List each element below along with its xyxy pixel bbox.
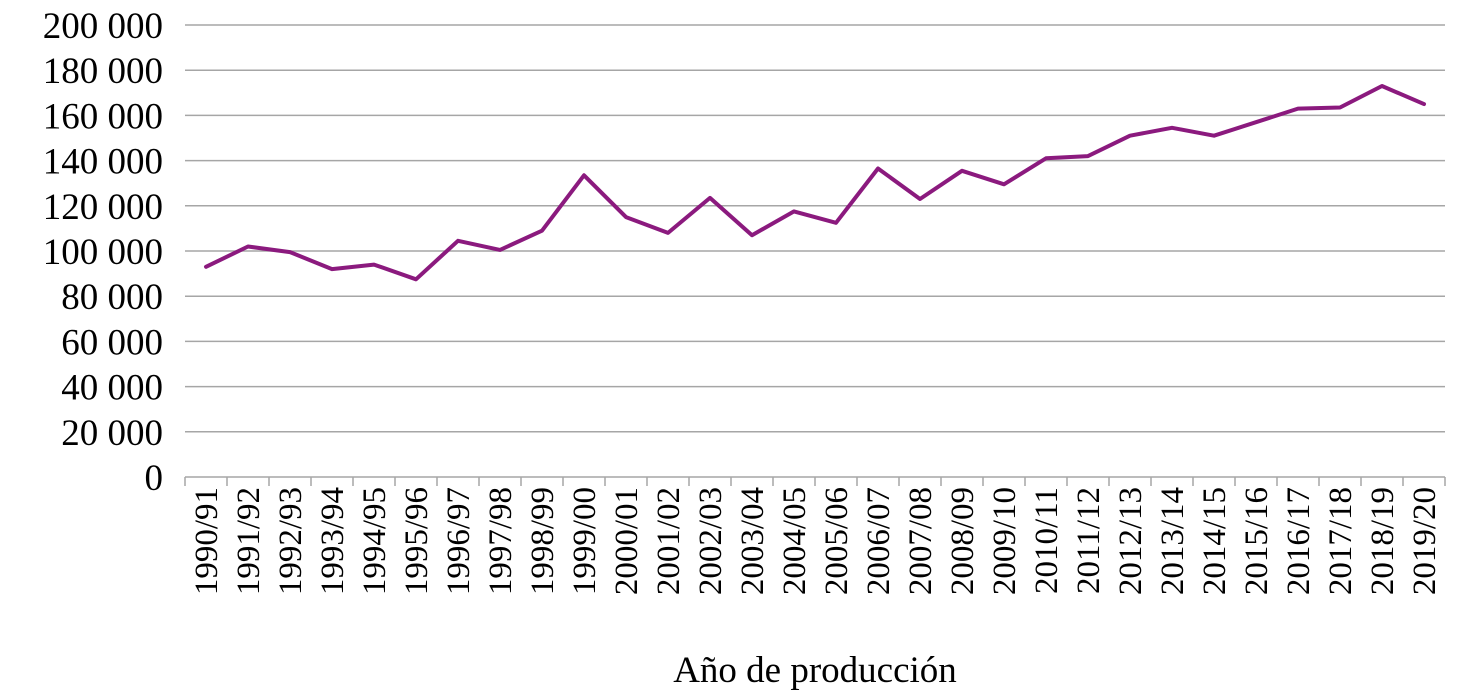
x-tick-label: 1998/99	[525, 487, 561, 595]
y-tick-label: 140 000	[43, 142, 163, 183]
x-tick-label: 1997/98	[483, 487, 519, 595]
y-tick-label: 20 000	[61, 413, 163, 454]
x-axis-tick-labels: 1990/91 1991/92 1992/93 1993/94 1994/95 1995/…	[189, 487, 1443, 595]
y-tick-label: 200 000	[43, 6, 163, 47]
x-tick-label: 2008/09	[945, 487, 981, 595]
x-tick-label: 2007/08	[903, 487, 939, 595]
x-axis-title: Año de producción	[673, 650, 957, 691]
x-tick-label: 2005/06	[819, 487, 855, 595]
x-tick-label: 2006/07	[861, 487, 897, 595]
x-tick-label: 2015/16	[1239, 487, 1275, 595]
x-tick-label: 1999/00	[567, 487, 603, 595]
x-tick-label: 2009/10	[987, 487, 1023, 595]
y-tick-label: 180 000	[43, 51, 163, 92]
y-tick-label: 120 000	[43, 187, 163, 228]
x-tick-label: 1993/94	[315, 487, 351, 595]
gridlines	[184, 24, 1446, 486]
x-tick-label: 1995/96	[399, 487, 435, 595]
x-tick-label: 2011/12	[1071, 487, 1107, 594]
x-tick-label: 1992/93	[273, 487, 309, 595]
x-tick-label: 2010/11	[1029, 487, 1065, 594]
x-tick-label: 2019/20	[1407, 487, 1443, 595]
y-tick-label: 80 000	[61, 277, 163, 318]
y-tick-label: 40 000	[61, 368, 163, 409]
y-tick-label: 160 000	[43, 96, 163, 137]
x-tick-label: 2003/04	[735, 487, 771, 595]
x-tick-label: 1991/92	[231, 487, 267, 595]
x-tick-label: 2017/18	[1323, 487, 1359, 595]
x-tick-label: 2002/03	[693, 487, 729, 595]
x-tick-label: 1990/91	[189, 487, 225, 595]
x-tick-label: 2012/13	[1113, 487, 1149, 595]
x-tick-label: 2000/01	[609, 487, 645, 595]
x-tick-label: 2004/05	[777, 487, 813, 595]
y-tick-label: 0	[145, 458, 164, 499]
y-tick-label: 100 000	[43, 232, 163, 273]
series-line	[204, 84, 1426, 282]
x-tick-label: 2016/17	[1281, 487, 1317, 595]
y-tick-label: 60 000	[61, 322, 163, 363]
x-tick-label: 2001/02	[651, 487, 687, 595]
x-tick-label: 2018/19	[1365, 487, 1401, 595]
x-tick-label: 2014/15	[1197, 487, 1233, 595]
series-group	[204, 84, 1426, 282]
x-tick-label: 1996/97	[441, 487, 477, 595]
x-tick-label: 2013/14	[1155, 487, 1191, 595]
x-tick-label: 1994/95	[357, 487, 393, 595]
